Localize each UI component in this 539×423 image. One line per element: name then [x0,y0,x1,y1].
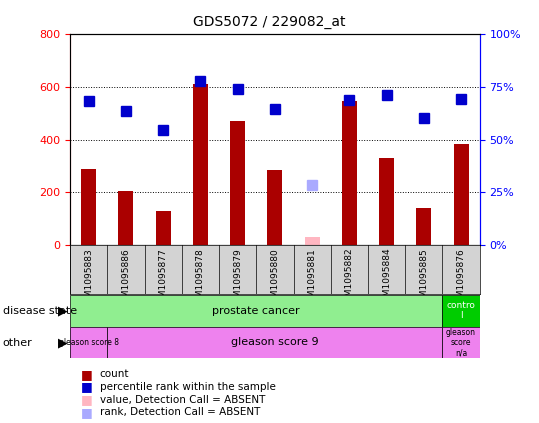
Text: ■: ■ [81,393,93,406]
Text: GSM1095879: GSM1095879 [233,248,242,308]
Text: count: count [100,369,129,379]
Text: GSM1095886: GSM1095886 [121,248,130,308]
Bar [305,237,320,245]
Text: other: other [3,338,32,348]
Text: gleason score 9: gleason score 9 [231,338,319,347]
Bar [417,209,431,245]
Text: gleason
score
n/a: gleason score n/a [446,327,476,357]
Text: GSM1095881: GSM1095881 [308,248,316,308]
Text: GSM1095880: GSM1095880 [271,248,279,308]
Bar [193,84,208,245]
Bar [454,143,468,245]
Text: contro
l: contro l [447,301,475,320]
Text: GDS5072 / 229082_at: GDS5072 / 229082_at [194,15,345,29]
Text: GSM1095885: GSM1095885 [419,248,429,308]
Bar [443,295,480,327]
Bar [119,191,133,245]
Text: GSM1095877: GSM1095877 [158,248,168,308]
Bar [443,327,480,358]
Bar [379,158,394,245]
Text: ▶: ▶ [58,305,68,317]
Bar [156,211,171,245]
Bar [342,101,357,245]
Bar [81,169,96,245]
Text: GSM1095876: GSM1095876 [457,248,466,308]
Bar [70,327,107,358]
Text: value, Detection Call = ABSENT: value, Detection Call = ABSENT [100,395,265,405]
Text: disease state: disease state [3,306,77,316]
Text: GSM1095883: GSM1095883 [84,248,93,308]
Bar [267,170,282,245]
Text: rank, Detection Call = ABSENT: rank, Detection Call = ABSENT [100,407,260,418]
Text: ▶: ▶ [58,336,68,349]
Text: GSM1095878: GSM1095878 [196,248,205,308]
Text: GSM1095882: GSM1095882 [345,248,354,308]
Text: ■: ■ [81,381,93,393]
Text: ■: ■ [81,406,93,419]
Text: percentile rank within the sample: percentile rank within the sample [100,382,275,392]
Text: prostate cancer: prostate cancer [212,306,300,316]
Bar [107,327,443,358]
Bar [230,121,245,245]
Text: ■: ■ [81,368,93,381]
Text: GSM1095884: GSM1095884 [382,248,391,308]
Text: gleason score 8: gleason score 8 [59,338,119,347]
